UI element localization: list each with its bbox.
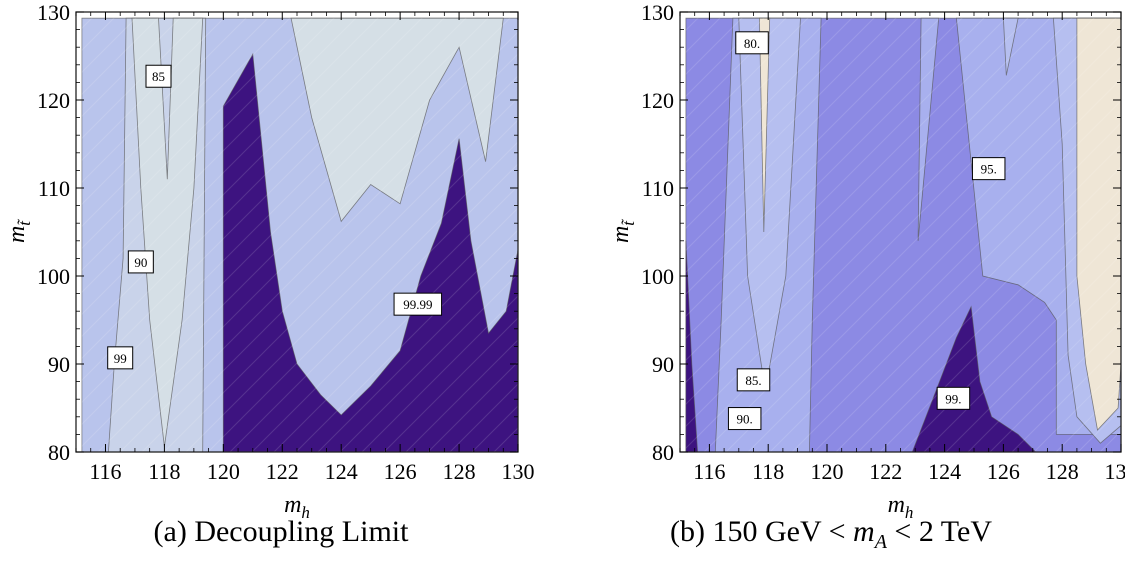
contour-label-90: 90. — [727, 407, 762, 431]
contour-label-99: 99 — [107, 346, 134, 370]
caption-b-sub: A — [874, 531, 887, 553]
x-tick-label: 118 — [752, 459, 784, 484]
y-tick-label: 110 — [38, 176, 70, 201]
y-tick-label: 90 — [48, 352, 70, 377]
x-tick-label: 124 — [928, 459, 961, 484]
caption-b-m: m — [853, 515, 875, 548]
contour-label-85: 85 — [145, 64, 172, 88]
x-tick-label: 122 — [869, 459, 902, 484]
x-axis-label: mh — [888, 492, 914, 522]
svg-text:99.99: 99.99 — [403, 297, 432, 312]
svg-text:90.: 90. — [737, 412, 753, 427]
x-tick-label: 130 — [1105, 459, 1125, 484]
x-tick-label: 116 — [693, 459, 725, 484]
caption-b-tail: 2 TeV — [918, 515, 992, 548]
x-axis-label: mh — [284, 492, 310, 522]
y-tick-label: 100 — [37, 264, 70, 289]
svg-text:90: 90 — [134, 255, 147, 270]
y-tick-label: 80 — [652, 440, 674, 465]
contour-label-85: 85. — [736, 368, 771, 392]
plot-a-svg: 116 118 120 122 124 126 128 130 80 90 100 110 120 130… — [4, 0, 535, 522]
plot-area — [76, 12, 518, 452]
y-tick-label: 120 — [37, 88, 70, 113]
contour-plot-ma-range: 116 118 120 122 124 126 128 130 80 90 100 110 120 130… — [562, 0, 1125, 562]
y-tick-label: 110 — [642, 176, 674, 201]
contour-plot-decoupling-limit: 116 118 120 122 124 126 128 130 80 90 100 110 120 130… — [0, 0, 562, 562]
svg-text:85.: 85. — [745, 373, 761, 388]
y-tick-label: 90 — [652, 352, 674, 377]
x-tick-label: 116 — [89, 459, 121, 484]
y-tick-label: 80 — [48, 440, 70, 465]
x-tick-label: 130 — [502, 459, 535, 484]
contour-label-9999: 99.99 — [393, 292, 443, 316]
contour-label-95: 95. — [971, 157, 1006, 181]
contour-label-80: 80. — [735, 31, 769, 55]
x-tick-label: 128 — [443, 459, 476, 484]
svg-text:99.: 99. — [945, 391, 961, 406]
y-tick-label: 130 — [641, 0, 674, 25]
caption-b-lead: (b) 150 GeV — [670, 515, 822, 548]
x-tick-label: 126 — [384, 459, 417, 484]
contour-label-90: 90 — [127, 250, 154, 274]
caption-b-lt2: < — [894, 515, 912, 548]
x-tick-label: 128 — [1046, 459, 1079, 484]
y-tick-label: 100 — [641, 264, 674, 289]
x-tick-label: 122 — [266, 459, 299, 484]
plot-b-svg: 116 118 120 122 124 126 128 130 80 90 100 110 120 130… — [608, 0, 1125, 522]
y-axis-label: mt̃ — [608, 219, 638, 243]
svg-text:80.: 80. — [744, 36, 760, 51]
x-tick-label: 124 — [325, 459, 358, 484]
y-axis-label: mt̃ — [4, 219, 34, 243]
caption-b: (b) 150 GeV < mA < 2 TeV — [550, 515, 1112, 554]
svg-text:95.: 95. — [981, 162, 997, 177]
svg-text:99: 99 — [114, 351, 127, 366]
x-tick-label: 120 — [811, 459, 844, 484]
caption-b-lt1: < — [828, 515, 846, 548]
x-tick-label: 120 — [207, 459, 240, 484]
y-tick-label: 120 — [641, 88, 674, 113]
hatch-overlay — [81, 18, 518, 452]
caption-a: (a) Decoupling Limit — [153, 515, 409, 548]
x-tick-label: 118 — [148, 459, 180, 484]
y-tick-label: 130 — [37, 0, 70, 25]
svg-text:85: 85 — [152, 69, 165, 84]
x-tick-label: 126 — [987, 459, 1020, 484]
contour-label-99: 99. — [936, 386, 971, 410]
